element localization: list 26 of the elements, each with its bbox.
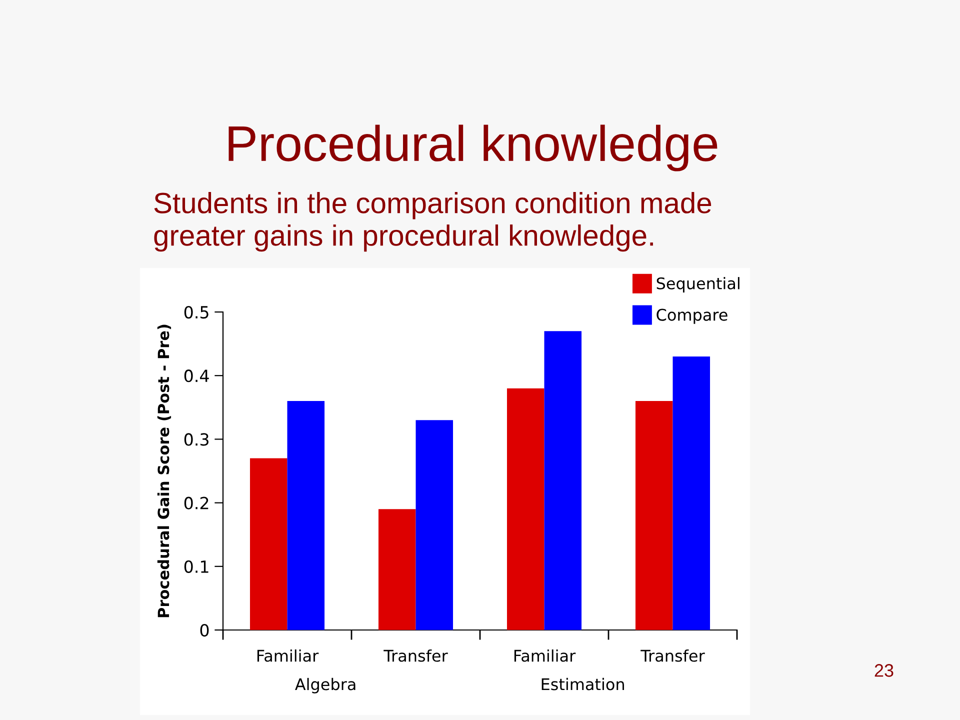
y-axis-title: Procedural Gain Score (Post - Pre)	[157, 324, 172, 618]
bar	[250, 458, 288, 630]
x-tick-label: Familiar	[514, 649, 576, 662]
y-tick-label: 0.2	[184, 496, 208, 510]
bar	[544, 331, 582, 630]
x-tick-label: Familiar	[257, 649, 319, 662]
y-tick-label: 0.5	[184, 306, 208, 319]
bar	[672, 356, 710, 630]
chart-title: Procedural knowledge	[228, 124, 718, 172]
y-tick-label: 0.4	[184, 370, 209, 382]
x-tick-label: Transfer	[640, 649, 705, 662]
bar	[635, 401, 673, 630]
text: 23	[874, 664, 894, 677]
y-tick-label: 0.1	[184, 560, 208, 573]
y-tick-label: 0	[200, 624, 209, 637]
text: Algebra	[295, 678, 356, 694]
text: Estimation	[542, 678, 624, 690]
chart-subtitle: Students in the comparison condition made greater gains in procedural knowledge.	[154, 192, 712, 252]
y-tick-label: 0.3	[184, 433, 208, 446]
bar	[378, 509, 416, 630]
legend-label: Compare	[656, 308, 728, 324]
bar	[416, 420, 454, 630]
legend-label: Sequential	[656, 277, 740, 293]
bar	[287, 401, 325, 630]
x-tick-label: Transfer	[384, 649, 448, 662]
bar	[506, 388, 544, 630]
